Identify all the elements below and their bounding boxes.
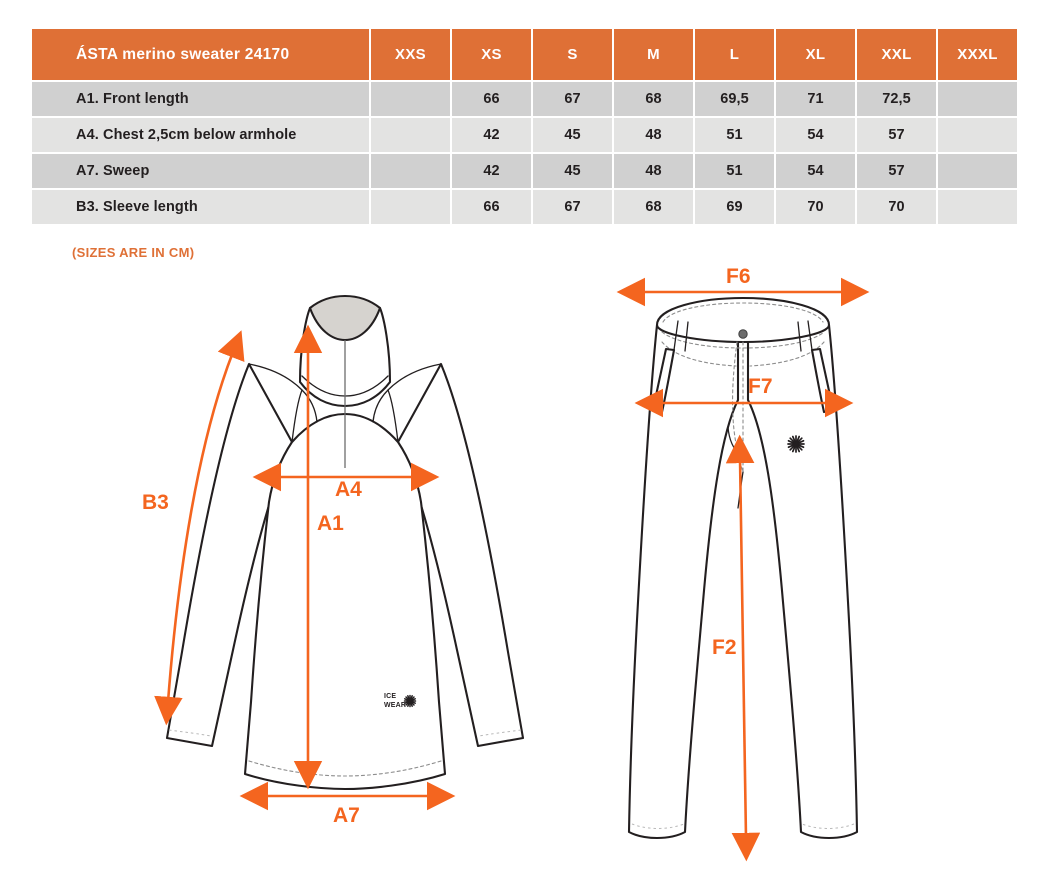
logo-text-line2: WEAR <box>384 702 406 709</box>
measurement-value <box>938 190 1017 224</box>
pants-left-leg <box>627 323 740 840</box>
measurement-value: 72,5 <box>857 82 936 116</box>
dimension-f2: F2 <box>712 434 761 862</box>
measurement-value: 57 <box>857 154 936 188</box>
sweater-right-sleeve <box>396 362 525 748</box>
measurement-value: 48 <box>614 118 693 152</box>
measurement-value: 54 <box>776 154 855 188</box>
b3-arrow <box>154 330 245 726</box>
measurement-value: 66 <box>452 82 531 116</box>
snowflake-icon <box>403 694 417 708</box>
measurement-value <box>371 190 450 224</box>
size-column-header-xxxl: XXXL <box>938 29 1017 80</box>
measurement-label: A7. Sweep <box>32 154 369 188</box>
measurement-value: 48 <box>614 154 693 188</box>
table-header: ÁSTA merino sweater 24170 XXS XS S M L X… <box>32 29 1017 80</box>
measurement-value <box>371 82 450 116</box>
size-column-header-xl: XL <box>776 29 855 80</box>
dimension-a1: A1 <box>293 324 344 790</box>
pants-diagram: F6 F7 F2 <box>600 265 930 887</box>
measurement-value: 67 <box>533 190 612 224</box>
f6-label: F6 <box>726 265 751 288</box>
f2-label: F2 <box>712 636 737 659</box>
sizes-unit-note: (SIZES ARE IN CM) <box>72 245 195 260</box>
measurement-value: 71 <box>776 82 855 116</box>
table-header-row: ÁSTA merino sweater 24170 XXS XS S M L X… <box>32 29 1017 80</box>
measurement-value: 68 <box>614 82 693 116</box>
fly-stitch <box>732 341 744 473</box>
measurement-value: 45 <box>533 154 612 188</box>
a1-label: A1 <box>317 512 344 535</box>
measurement-label: A1. Front length <box>32 82 369 116</box>
measurement-value <box>938 82 1017 116</box>
right-belt-loop <box>797 320 813 352</box>
dimension-b3: B3 <box>142 330 245 726</box>
hem-stitch <box>248 760 442 777</box>
sweater-diagram: ICE WEAR B3 <box>120 272 570 887</box>
technical-drawings: ICE WEAR B3 <box>0 265 1040 887</box>
dimension-a4: A4 <box>252 462 440 501</box>
measurement-value: 42 <box>452 154 531 188</box>
collar-inner <box>308 294 382 342</box>
measurement-value: 67 <box>533 82 612 116</box>
ice-wear-logo: ICE WEAR <box>384 693 417 709</box>
b3-label: B3 <box>142 491 169 514</box>
measurement-value: 54 <box>776 118 855 152</box>
a4-label: A4 <box>335 478 362 501</box>
measurement-value: 51 <box>695 118 774 152</box>
measurement-value: 45 <box>533 118 612 152</box>
right-cuff-stitch <box>478 729 522 737</box>
measurement-value: 69,5 <box>695 82 774 116</box>
measurement-value <box>371 154 450 188</box>
table-body: A1. Front length 66 67 68 69,5 71 72,5 A… <box>32 82 1017 224</box>
dimension-f6: F6 <box>616 265 870 307</box>
left-cuff-stitch <box>168 729 212 737</box>
measurement-value: 70 <box>857 190 936 224</box>
snowflake-icon <box>787 435 805 453</box>
left-belt-loop <box>673 320 689 352</box>
size-chart-table-container: ÁSTA merino sweater 24170 XXS XS S M L X… <box>30 27 1017 226</box>
size-column-header-xs: XS <box>452 29 531 80</box>
measurement-value <box>938 154 1017 188</box>
measurement-value: 42 <box>452 118 531 152</box>
logo-text-line1: ICE <box>384 693 396 700</box>
right-yoke-stitch <box>749 341 825 367</box>
dimension-a7: A7 <box>239 781 456 827</box>
measurement-value: 66 <box>452 190 531 224</box>
table-row: A7. Sweep 42 45 48 51 54 57 <box>32 154 1017 188</box>
table-row: A4. Chest 2,5cm below armhole 42 45 48 5… <box>32 118 1017 152</box>
measurement-label: A4. Chest 2,5cm below armhole <box>32 118 369 152</box>
size-column-header-l: L <box>695 29 774 80</box>
pants-right-leg <box>746 323 859 840</box>
size-column-header-xxs: XXS <box>371 29 450 80</box>
table-row: B3. Sleeve length 66 67 68 69 70 70 <box>32 190 1017 224</box>
dimension-f7: F7 <box>634 375 854 418</box>
size-column-header-xxl: XXL <box>857 29 936 80</box>
measurement-value <box>371 118 450 152</box>
measurement-value: 68 <box>614 190 693 224</box>
size-chart-table: ÁSTA merino sweater 24170 XXS XS S M L X… <box>30 27 1019 226</box>
table-row: A1. Front length 66 67 68 69,5 71 72,5 <box>32 82 1017 116</box>
f2-arrow <box>725 434 761 862</box>
a7-label: A7 <box>333 804 360 827</box>
measurement-value: 69 <box>695 190 774 224</box>
right-raglan-seam <box>387 389 399 443</box>
product-title: ÁSTA merino sweater 24170 <box>32 29 369 80</box>
f7-label: F7 <box>748 375 773 398</box>
size-column-header-s: S <box>533 29 612 80</box>
measurement-label: B3. Sleeve length <box>32 190 369 224</box>
measurement-value <box>938 118 1017 152</box>
size-column-header-m: M <box>614 29 693 80</box>
measurement-value: 70 <box>776 190 855 224</box>
waist-button-icon <box>738 329 748 339</box>
measurement-value: 57 <box>857 118 936 152</box>
left-yoke-stitch <box>661 341 737 367</box>
measurement-value: 51 <box>695 154 774 188</box>
fly-curve <box>727 426 742 457</box>
